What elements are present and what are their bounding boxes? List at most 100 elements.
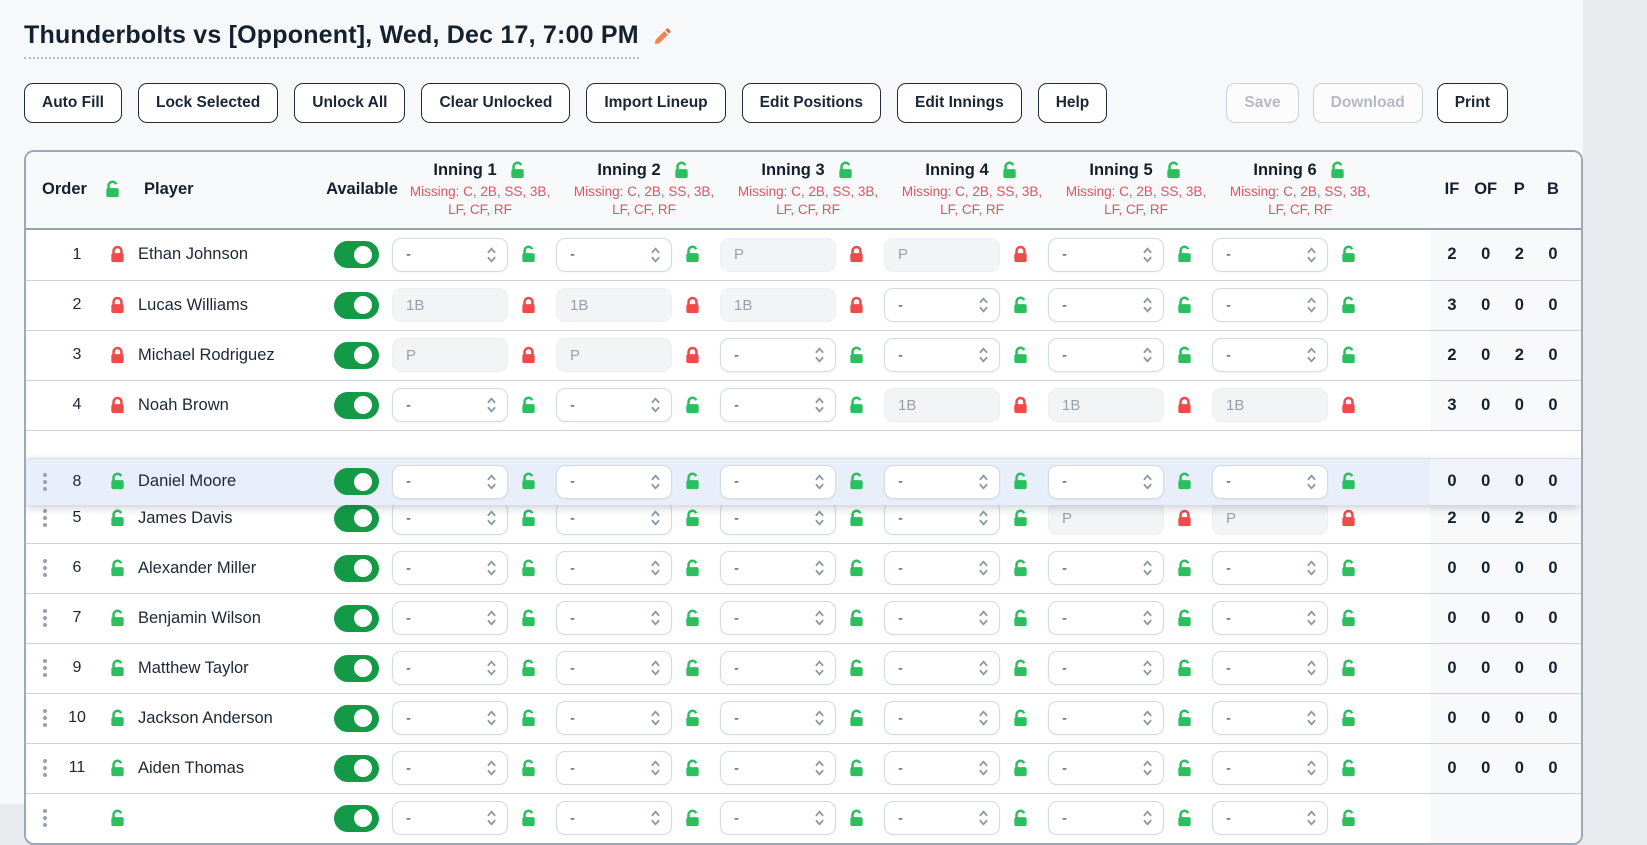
position-select[interactable]: - (1048, 288, 1164, 322)
row-lock-icon[interactable] (108, 472, 127, 491)
inning-column-lock-icon[interactable] (672, 161, 691, 180)
inning-lock-icon[interactable] (847, 509, 866, 528)
available-toggle[interactable] (333, 804, 379, 832)
position-select[interactable]: - (556, 388, 672, 422)
drag-handle[interactable] (32, 566, 58, 570)
position-select[interactable]: - (1048, 651, 1164, 685)
position-select[interactable]: - (1212, 237, 1328, 272)
inning-lock-icon[interactable] (847, 245, 866, 264)
inning-lock-icon[interactable] (847, 346, 866, 365)
position-select[interactable]: - (556, 701, 672, 735)
position-select[interactable]: - (556, 551, 672, 585)
inning-lock-icon[interactable] (683, 472, 702, 491)
drag-handle[interactable] (32, 716, 58, 720)
drag-handle[interactable] (32, 516, 58, 520)
position-select[interactable]: - (884, 464, 1000, 499)
position-select[interactable]: - (1048, 751, 1164, 785)
inning-lock-icon[interactable] (1339, 346, 1358, 365)
inning-lock-icon[interactable] (847, 759, 866, 778)
position-select[interactable]: - (884, 501, 1000, 535)
position-select[interactable]: - (392, 601, 508, 635)
available-toggle[interactable] (333, 391, 379, 419)
inning-lock-icon[interactable] (683, 659, 702, 678)
row-lock-icon[interactable] (108, 709, 127, 728)
position-select[interactable]: - (392, 751, 508, 785)
position-select[interactable]: - (1212, 288, 1328, 322)
inning-lock-icon[interactable] (847, 396, 866, 415)
inning-lock-icon[interactable] (1175, 396, 1194, 415)
row-lock-icon[interactable] (108, 346, 127, 365)
unlock-all-button[interactable]: Unlock All (294, 82, 406, 123)
inning-lock-icon[interactable] (1339, 659, 1358, 678)
inning-lock-icon[interactable] (519, 759, 538, 778)
position-select[interactable]: - (556, 464, 672, 499)
position-select[interactable]: - (1212, 801, 1328, 835)
inning-lock-icon[interactable] (1011, 245, 1030, 264)
edit-pencil-icon[interactable] (653, 27, 672, 51)
inning-lock-icon[interactable] (1339, 396, 1358, 415)
available-toggle[interactable] (333, 504, 379, 532)
position-select[interactable]: - (1048, 551, 1164, 585)
position-select[interactable]: - (884, 338, 1000, 372)
inning-lock-icon[interactable] (1339, 472, 1358, 491)
inning-lock-icon[interactable] (1339, 609, 1358, 628)
inning-lock-icon[interactable] (683, 809, 702, 828)
inning-lock-icon[interactable] (683, 396, 702, 415)
inning-lock-icon[interactable] (847, 296, 866, 315)
position-select[interactable]: - (720, 601, 836, 635)
inning-lock-icon[interactable] (683, 509, 702, 528)
position-select[interactable]: - (1212, 651, 1328, 685)
inning-column-lock-icon[interactable] (1000, 161, 1019, 180)
inning-lock-icon[interactable] (519, 559, 538, 578)
position-select[interactable]: - (1212, 464, 1328, 499)
available-toggle[interactable] (333, 241, 379, 268)
position-select[interactable]: - (1048, 237, 1164, 272)
inning-lock-icon[interactable] (1175, 759, 1194, 778)
inning-lock-icon[interactable] (519, 472, 538, 491)
inning-lock-icon[interactable] (1011, 759, 1030, 778)
position-select[interactable]: - (556, 501, 672, 535)
edit-innings-button[interactable]: Edit Innings (897, 82, 1022, 123)
position-select[interactable]: - (556, 801, 672, 835)
position-select[interactable]: - (720, 464, 836, 499)
position-select[interactable]: - (884, 701, 1000, 735)
position-select[interactable]: - (1212, 338, 1328, 372)
available-toggle[interactable] (333, 554, 379, 582)
inning-lock-icon[interactable] (847, 659, 866, 678)
position-select[interactable]: - (884, 751, 1000, 785)
drag-handle[interactable] (32, 666, 58, 670)
inning-lock-icon[interactable] (1339, 759, 1358, 778)
print-button[interactable]: Print (1436, 82, 1508, 123)
position-select[interactable]: - (720, 338, 836, 372)
inning-lock-icon[interactable] (1175, 509, 1194, 528)
inning-column-lock-icon[interactable] (836, 161, 855, 180)
inning-lock-icon[interactable] (1339, 709, 1358, 728)
position-select[interactable]: - (720, 501, 836, 535)
inning-lock-icon[interactable] (519, 709, 538, 728)
row-lock-icon[interactable] (108, 245, 127, 264)
inning-lock-icon[interactable] (683, 559, 702, 578)
position-select[interactable]: - (392, 464, 508, 499)
inning-lock-icon[interactable] (519, 509, 538, 528)
drag-handle[interactable] (32, 816, 58, 820)
inning-column-lock-icon[interactable] (1328, 161, 1347, 180)
position-select[interactable]: - (1048, 701, 1164, 735)
available-toggle[interactable] (333, 341, 379, 369)
inning-lock-icon[interactable] (847, 809, 866, 828)
inning-lock-icon[interactable] (1175, 472, 1194, 491)
inning-column-lock-icon[interactable] (508, 161, 527, 180)
inning-lock-icon[interactable] (847, 609, 866, 628)
inning-lock-icon[interactable] (1175, 296, 1194, 315)
position-select[interactable]: - (1212, 751, 1328, 785)
inning-lock-icon[interactable] (683, 709, 702, 728)
inning-column-lock-icon[interactable] (1164, 161, 1183, 180)
position-select[interactable]: - (720, 551, 836, 585)
inning-lock-icon[interactable] (1011, 509, 1030, 528)
inning-lock-icon[interactable] (1339, 296, 1358, 315)
position-select[interactable]: - (720, 801, 836, 835)
position-select[interactable]: - (720, 388, 836, 422)
clear-unlocked-button[interactable]: Clear Unlocked (421, 82, 571, 123)
edit-positions-button[interactable]: Edit Positions (741, 82, 881, 123)
position-select[interactable]: - (720, 651, 836, 685)
inning-lock-icon[interactable] (1011, 709, 1030, 728)
